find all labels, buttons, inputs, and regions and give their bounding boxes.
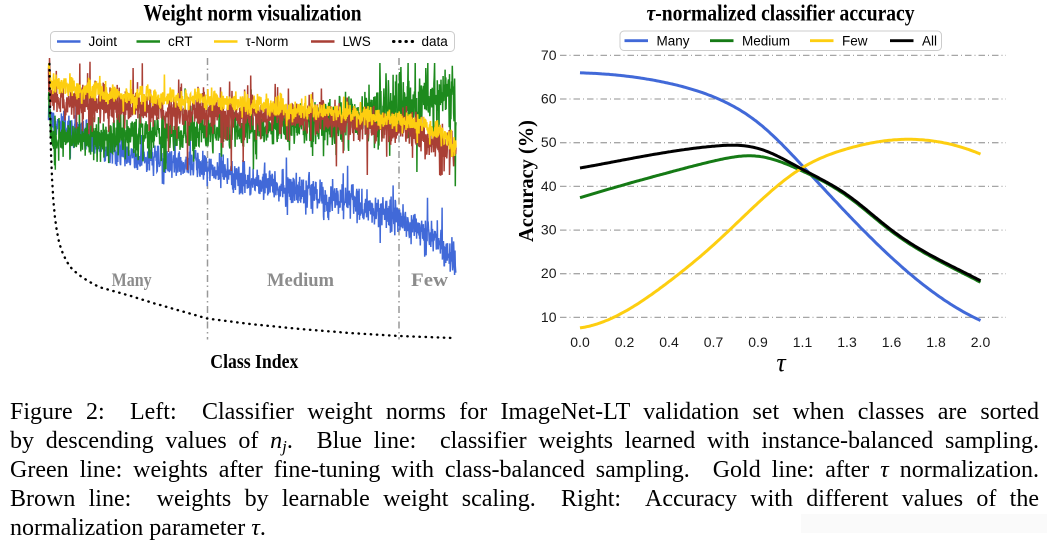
svg-text:0.7: 0.7 — [704, 334, 724, 350]
svg-text:1.6: 1.6 — [882, 334, 902, 350]
svg-text:All: All — [922, 33, 937, 48]
svg-text:1.8: 1.8 — [926, 334, 946, 350]
svg-text:70: 70 — [541, 47, 557, 63]
svg-text:τ-Norm: τ-Norm — [246, 34, 289, 49]
svg-text:0.2: 0.2 — [615, 334, 635, 350]
svg-text:2.0: 2.0 — [971, 334, 991, 350]
svg-text:1.1: 1.1 — [793, 334, 813, 350]
svg-text:data: data — [422, 34, 449, 49]
svg-text:30: 30 — [541, 222, 557, 238]
svg-text:20: 20 — [541, 265, 557, 281]
svg-text:Weight norm visualization: Weight norm visualization — [144, 1, 362, 26]
svg-text:0.4: 0.4 — [659, 334, 679, 350]
svg-text:τ: τ — [776, 348, 787, 377]
svg-text:Joint: Joint — [89, 34, 118, 49]
svg-text:1.3: 1.3 — [837, 334, 857, 350]
svg-text:60: 60 — [541, 91, 557, 107]
svg-text:Few: Few — [842, 33, 868, 48]
svg-text:Many: Many — [657, 33, 690, 48]
svg-text:10: 10 — [541, 309, 557, 325]
svg-text:40: 40 — [541, 178, 557, 194]
svg-text:50: 50 — [541, 134, 557, 150]
svg-text:Few: Few — [411, 270, 448, 291]
svg-text:Medium: Medium — [742, 33, 790, 48]
svg-text:Class Index: Class Index — [210, 351, 298, 373]
svg-text:τ-normalized classifier accura: τ-normalized classifier accuracy — [647, 1, 915, 26]
svg-text:0.0: 0.0 — [570, 334, 590, 350]
svg-text:LWS: LWS — [343, 34, 371, 49]
svg-text:Medium: Medium — [267, 270, 334, 291]
svg-text:0.9: 0.9 — [748, 334, 768, 350]
svg-text:Accuracy (%): Accuracy (%) — [514, 120, 538, 242]
svg-text:cRT: cRT — [168, 34, 193, 49]
svg-text:Many: Many — [112, 270, 152, 291]
